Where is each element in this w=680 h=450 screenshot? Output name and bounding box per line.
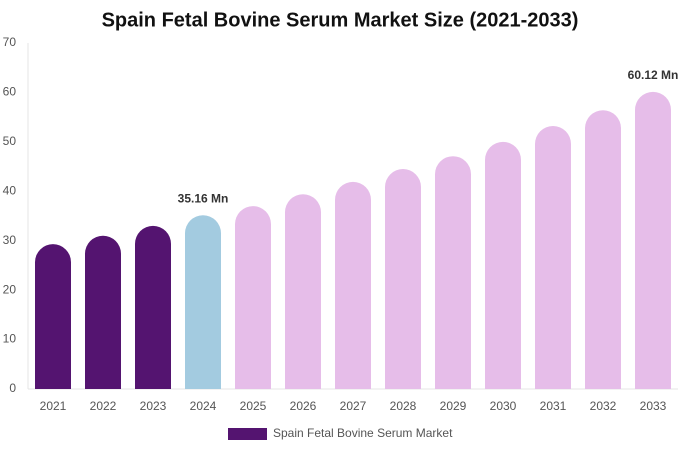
bar bbox=[335, 181, 371, 389]
x-tick-label: 2024 bbox=[190, 399, 217, 413]
x-tick-label: 2031 bbox=[540, 399, 567, 413]
x-tick-label: 2029 bbox=[440, 399, 467, 413]
value-label: 60.12 Mn bbox=[628, 68, 679, 82]
y-tick-label: 0 bbox=[9, 381, 16, 395]
y-tick-label: 30 bbox=[3, 233, 17, 247]
y-tick-label: 50 bbox=[3, 134, 17, 148]
chart-title: Spain Fetal Bovine Serum Market Size (20… bbox=[102, 9, 579, 31]
bar bbox=[585, 110, 621, 390]
bar bbox=[435, 156, 471, 389]
bar bbox=[635, 91, 671, 390]
x-tick-label: 2028 bbox=[390, 399, 417, 413]
y-tick-label: 40 bbox=[3, 183, 17, 197]
y-tick-label: 60 bbox=[3, 85, 17, 99]
x-tick-label: 2022 bbox=[90, 399, 117, 413]
bar bbox=[135, 225, 171, 389]
x-tick-label: 2030 bbox=[490, 399, 517, 413]
legend-swatch bbox=[228, 428, 267, 440]
x-tick-label: 2032 bbox=[590, 399, 617, 413]
x-tick-label: 2023 bbox=[140, 399, 167, 413]
y-tick-label: 70 bbox=[3, 35, 17, 49]
x-tick-label: 2025 bbox=[240, 399, 267, 413]
bar bbox=[385, 169, 421, 389]
bar bbox=[535, 126, 571, 390]
x-tick-label: 2021 bbox=[40, 399, 67, 413]
bar bbox=[185, 215, 221, 389]
x-tick-label: 2026 bbox=[290, 399, 317, 413]
value-label: 35.16 Mn bbox=[178, 191, 229, 205]
bar bbox=[235, 206, 271, 389]
bar bbox=[285, 194, 321, 389]
y-tick-label: 10 bbox=[3, 332, 17, 346]
x-tick-label: 2033 bbox=[640, 399, 667, 413]
bar bbox=[35, 244, 71, 389]
y-tick-label: 20 bbox=[3, 282, 17, 296]
x-tick-label: 2027 bbox=[340, 399, 367, 413]
bar bbox=[85, 235, 121, 389]
legend-label: Spain Fetal Bovine Serum Market bbox=[273, 426, 453, 440]
bar bbox=[485, 141, 521, 389]
